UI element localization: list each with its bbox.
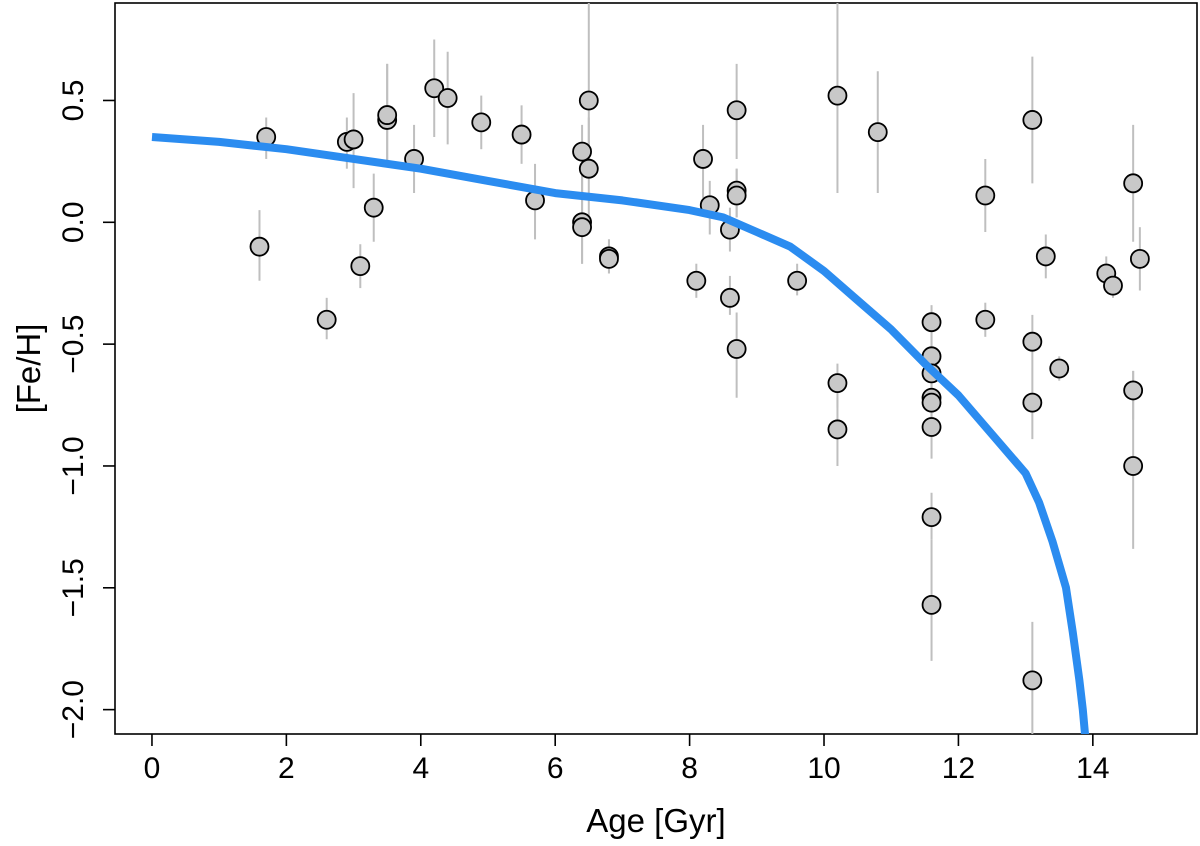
data-point-53 — [1103, 275, 1123, 296]
data-points — [249, 78, 1150, 691]
x-tick-label: 14 — [1076, 752, 1109, 785]
y-tick-label: −0.5 — [57, 315, 90, 374]
y-tick-label: 0.0 — [57, 201, 90, 243]
data-point-36 — [921, 312, 942, 333]
data-point-13 — [511, 124, 532, 145]
model-curve — [151, 133, 1090, 734]
data-point-26 — [720, 287, 740, 308]
data-point-43 — [921, 594, 942, 615]
y-tick-label: −1.0 — [57, 436, 90, 495]
x-tick-label: 4 — [412, 752, 429, 785]
data-point-8 — [377, 105, 398, 125]
x-tick-label: 12 — [942, 752, 975, 785]
data-point-40 — [921, 392, 942, 413]
data-point-51 — [1049, 358, 1070, 379]
data-point-6 — [363, 197, 384, 218]
data-point-42 — [921, 507, 942, 528]
x-tick-label: 2 — [278, 752, 295, 785]
data-point-2 — [316, 309, 337, 330]
data-point-27 — [726, 100, 747, 121]
data-point-54 — [1123, 173, 1144, 194]
data-point-33 — [827, 373, 848, 394]
data-point-31 — [787, 270, 808, 291]
data-point-50 — [1035, 246, 1056, 267]
data-point-57 — [1129, 248, 1150, 269]
data-point-35 — [867, 122, 888, 143]
data-point-48 — [1022, 392, 1043, 413]
x-tick-label: 6 — [547, 752, 564, 785]
x-tick-label: 0 — [144, 752, 161, 785]
data-point-15 — [572, 141, 592, 162]
x-tick-label: 8 — [681, 752, 698, 785]
curve-layer — [151, 133, 1090, 734]
data-point-11 — [437, 88, 458, 108]
data-point-4 — [343, 129, 364, 150]
data-point-56 — [1123, 456, 1144, 476]
data-point-22 — [686, 270, 707, 291]
data-point-18 — [578, 90, 599, 111]
x-axis: 0 2 4 6 8 10 12 14 — [144, 734, 1110, 785]
data-point-10 — [424, 78, 445, 99]
data-point-17 — [572, 217, 592, 238]
data-point-21 — [599, 248, 619, 269]
data-point-41 — [921, 417, 942, 437]
data-point-32 — [827, 85, 848, 106]
data-point-23 — [693, 149, 713, 169]
data-point-55 — [1123, 380, 1144, 401]
x-axis-label: Age [Gyr] — [586, 802, 725, 839]
data-point-49 — [1022, 670, 1043, 691]
data-point-46 — [1022, 110, 1043, 130]
data-point-34 — [827, 419, 848, 440]
y-tick-label: −1.5 — [57, 558, 90, 617]
plot-frame — [114, 2, 1198, 735]
y-axis-label: [Fe/H] — [10, 324, 47, 414]
x-tick-label: 10 — [807, 752, 840, 785]
data-point-45 — [975, 309, 996, 330]
data-point-19 — [578, 158, 599, 179]
data-point-47 — [1022, 331, 1043, 352]
data-point-44 — [975, 185, 996, 206]
y-tick-label: −2.0 — [57, 680, 90, 739]
data-point-30 — [726, 339, 747, 359]
data-point-12 — [471, 112, 492, 133]
y-tick-label: 0.5 — [57, 80, 90, 122]
data-point-5 — [350, 256, 371, 277]
data-point-29 — [726, 185, 747, 206]
y-axis: 0.5 0.0 −0.5 −1.0 −1.5 −2.0 — [57, 80, 115, 739]
data-point-0 — [249, 236, 270, 257]
